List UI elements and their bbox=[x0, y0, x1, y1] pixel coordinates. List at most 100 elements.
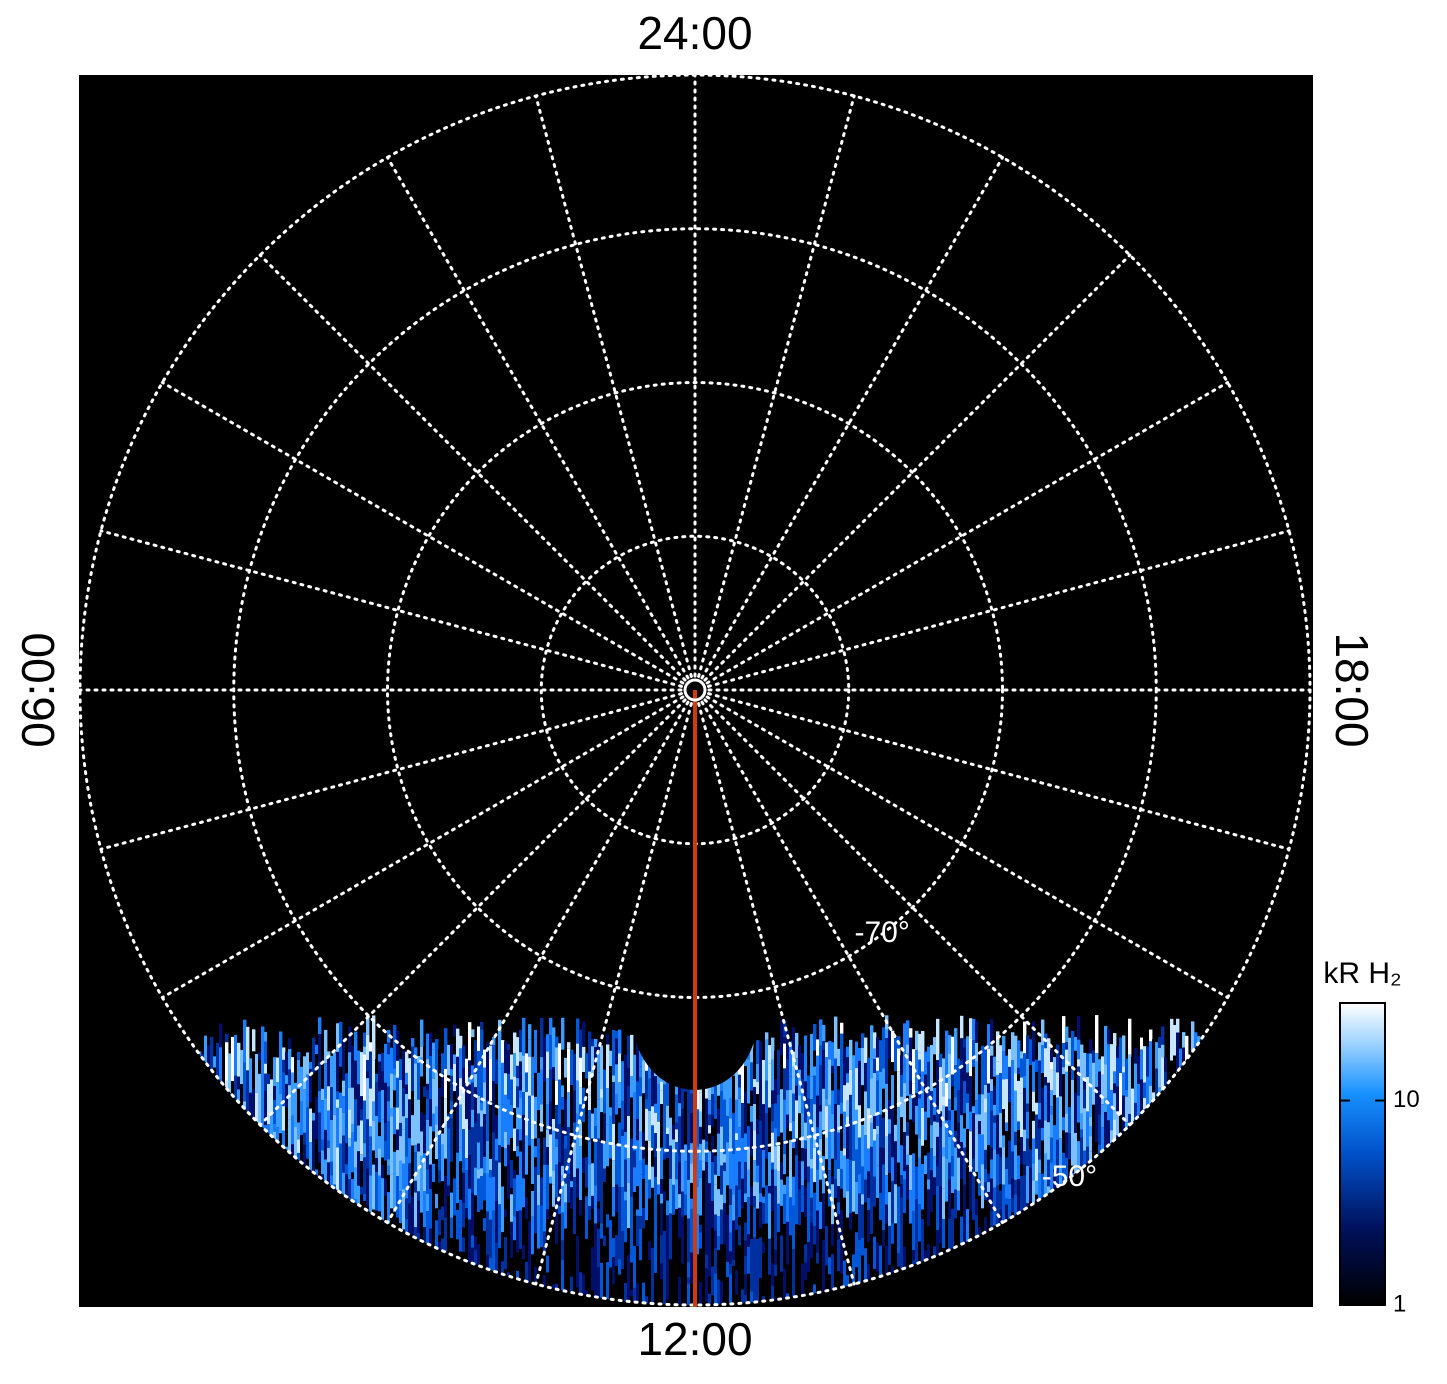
emission-cell bbox=[1170, 1018, 1174, 1061]
emission-cell bbox=[801, 1300, 805, 1305]
emission-cell bbox=[774, 1249, 778, 1265]
emission-cell bbox=[1023, 1076, 1027, 1088]
emission-cell bbox=[567, 1247, 571, 1290]
emission-cell bbox=[567, 1127, 571, 1164]
emission-cell bbox=[423, 1159, 427, 1192]
emission-cell bbox=[579, 1272, 583, 1305]
emission-cell bbox=[873, 1129, 877, 1141]
emission-cell bbox=[222, 1307, 225, 1340]
emission-cell bbox=[441, 1053, 445, 1074]
emission-cell bbox=[852, 1055, 856, 1101]
emission-cell bbox=[822, 1228, 826, 1240]
emission-cell bbox=[612, 1256, 616, 1267]
emission-cell bbox=[747, 1234, 751, 1247]
emission-cell bbox=[1062, 1016, 1066, 1043]
emission-cell bbox=[1059, 1096, 1063, 1139]
emission-cell bbox=[402, 1129, 406, 1164]
emission-cell bbox=[288, 1048, 292, 1070]
emission-cell bbox=[972, 1113, 976, 1159]
emission-cell bbox=[1023, 1021, 1027, 1054]
emission-cell bbox=[537, 1174, 541, 1206]
emission-cell bbox=[867, 1148, 871, 1172]
emission-cell bbox=[990, 1110, 994, 1148]
emission-cell bbox=[441, 1206, 445, 1221]
emission-cell bbox=[378, 1091, 382, 1123]
emission-cell bbox=[1008, 1184, 1012, 1200]
emission-cell bbox=[567, 1202, 571, 1218]
emission-cell bbox=[765, 1275, 769, 1283]
emission-cell bbox=[600, 1112, 604, 1142]
emission-cell bbox=[705, 1202, 709, 1227]
emission-cell bbox=[1122, 1072, 1126, 1096]
emission-cell bbox=[957, 1090, 961, 1123]
emission-cell bbox=[603, 1113, 607, 1144]
emission-cell bbox=[672, 1214, 676, 1239]
emission-cell bbox=[375, 1171, 379, 1211]
emission-cell bbox=[330, 1087, 334, 1120]
emission-cell bbox=[843, 1155, 847, 1198]
emission-cell bbox=[1164, 1057, 1168, 1072]
emission-cell bbox=[615, 1064, 619, 1094]
emission-cell bbox=[927, 1117, 931, 1153]
emission-cell bbox=[441, 1220, 445, 1239]
emission-cell bbox=[663, 1191, 667, 1202]
emission-cell bbox=[993, 1122, 997, 1150]
emission-cell bbox=[933, 1237, 937, 1247]
emission-cell bbox=[1149, 1071, 1153, 1086]
emission-cell bbox=[492, 1037, 496, 1046]
emission-cell bbox=[756, 1274, 760, 1305]
emission-cell bbox=[894, 1304, 898, 1305]
emission-cell bbox=[1053, 1095, 1057, 1126]
emission-cell bbox=[708, 1151, 712, 1184]
emission-cell bbox=[765, 1185, 769, 1215]
emission-cell bbox=[336, 1107, 340, 1148]
emission-cell bbox=[255, 1054, 259, 1093]
emission-cell bbox=[276, 1082, 280, 1128]
emission-cell bbox=[567, 1042, 571, 1049]
emission-cell bbox=[969, 1131, 973, 1172]
emission-cell bbox=[888, 1172, 892, 1193]
emission-cell bbox=[843, 1260, 847, 1304]
emission-cell bbox=[411, 1196, 415, 1225]
emission-cell bbox=[831, 1224, 835, 1246]
emission-cell bbox=[933, 1114, 937, 1122]
emission-cell bbox=[909, 1080, 913, 1095]
emission-cell bbox=[387, 1054, 391, 1087]
emission-cell bbox=[378, 1175, 382, 1212]
emission-cell bbox=[546, 1051, 550, 1078]
emission-cell bbox=[1146, 1046, 1150, 1077]
emission-cell bbox=[777, 1203, 781, 1233]
emission-cell bbox=[903, 1065, 907, 1084]
emission-cell bbox=[1035, 1102, 1039, 1115]
emission-cell bbox=[639, 1160, 643, 1175]
emission-cell bbox=[798, 1045, 802, 1070]
emission-cell bbox=[219, 1023, 223, 1048]
emission-cell bbox=[657, 1121, 661, 1143]
emission-cell bbox=[279, 1018, 283, 1032]
emission-cell bbox=[783, 1268, 787, 1289]
emission-cell bbox=[1035, 1071, 1039, 1103]
emission-cell bbox=[465, 1170, 469, 1209]
emission-cell bbox=[813, 1225, 817, 1245]
emission-cell bbox=[495, 1059, 499, 1085]
emission-cell bbox=[1032, 1138, 1036, 1164]
emission-cell bbox=[732, 1113, 736, 1154]
emission-cell bbox=[312, 1120, 316, 1166]
emission-cell bbox=[771, 1263, 775, 1286]
emission-cell bbox=[993, 1056, 997, 1070]
emission-cell bbox=[690, 1283, 694, 1291]
emission-cell bbox=[459, 1048, 463, 1079]
emission-cell bbox=[564, 1099, 568, 1136]
emission-cell bbox=[990, 1079, 994, 1092]
emission-cell bbox=[861, 1047, 865, 1086]
emission-cell bbox=[885, 1245, 889, 1279]
emission-cell bbox=[363, 1054, 367, 1101]
emission-cell bbox=[477, 1212, 481, 1221]
emission-cell bbox=[666, 1300, 670, 1305]
emission-cell bbox=[741, 1289, 745, 1305]
emission-cell bbox=[555, 1080, 559, 1105]
emission-cell bbox=[669, 1145, 673, 1179]
emission-cell bbox=[684, 1194, 688, 1216]
emission-cell bbox=[708, 1133, 712, 1152]
emission-cell bbox=[675, 1142, 679, 1180]
